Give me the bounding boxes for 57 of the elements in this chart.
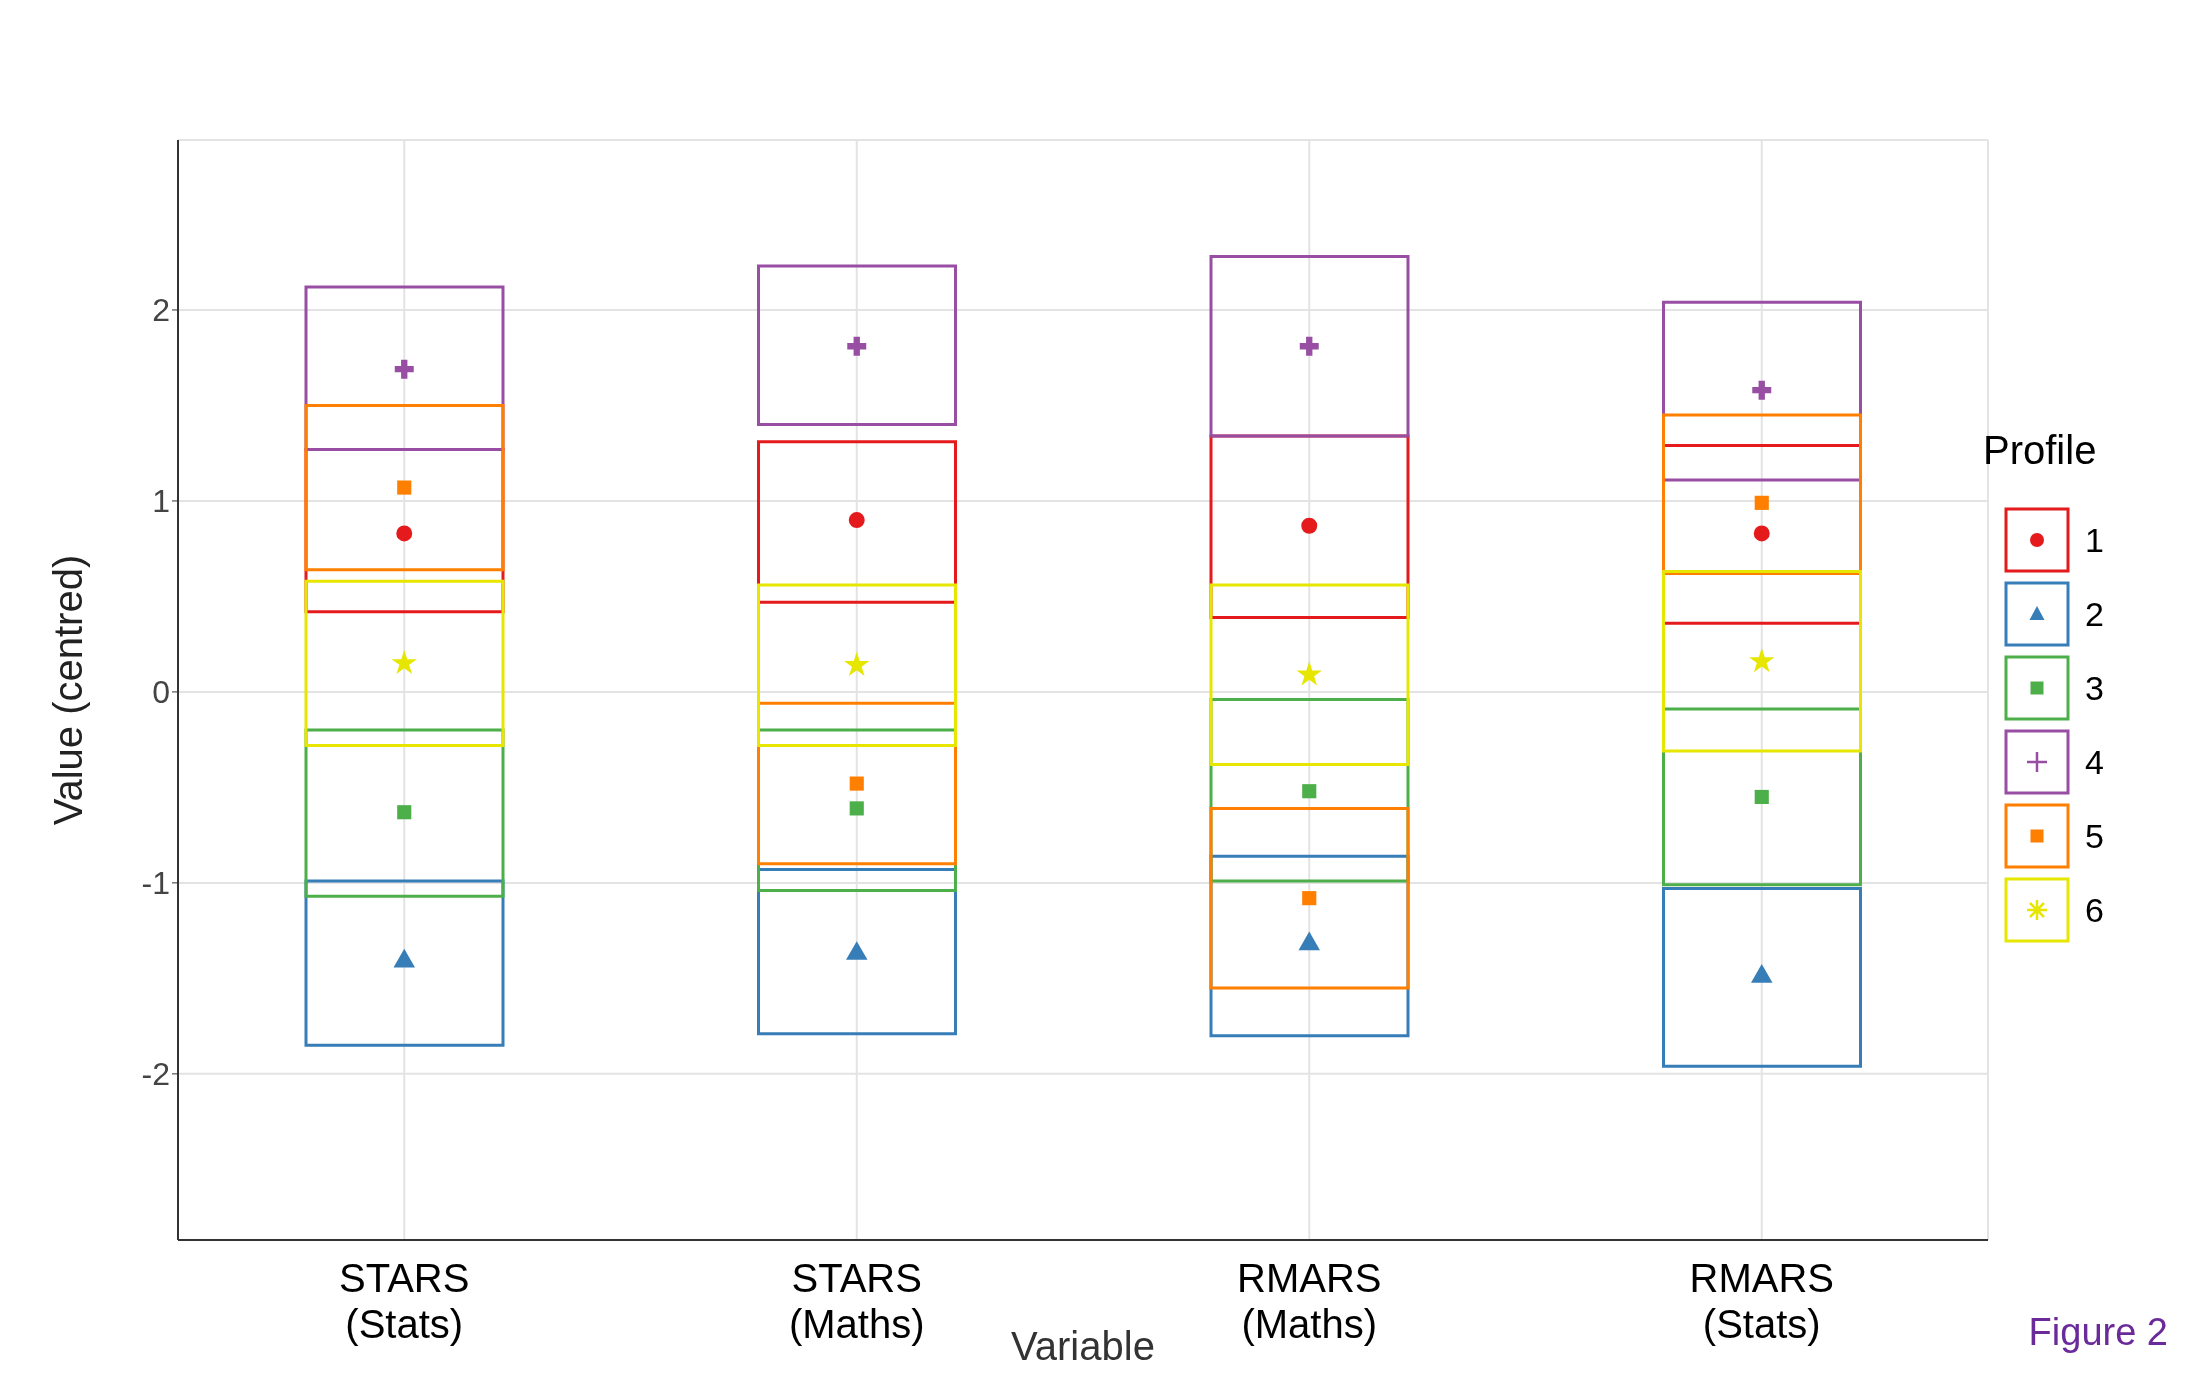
bar bbox=[304, 579, 505, 747]
point bbox=[393, 948, 415, 968]
x-tick-label: RMARS (Maths) bbox=[1237, 1256, 1382, 1346]
point bbox=[1296, 661, 1322, 686]
point bbox=[391, 649, 417, 675]
legend-label: 1 bbox=[2085, 520, 2104, 560]
legend-label: 5 bbox=[2085, 816, 2104, 856]
bar bbox=[304, 879, 505, 1047]
caption: Figure 2 bbox=[2028, 1311, 2168, 1354]
x-tick-label: STARS (Stats) bbox=[339, 1256, 470, 1346]
point bbox=[1753, 525, 1770, 542]
point bbox=[396, 525, 413, 542]
y-axis-title: Value (centred) bbox=[46, 554, 91, 826]
bar bbox=[304, 728, 505, 898]
point bbox=[1752, 380, 1772, 400]
bar bbox=[1662, 887, 1862, 1068]
y-tick-label: 0 bbox=[152, 674, 170, 711]
legend-label: 4 bbox=[2085, 742, 2104, 782]
point bbox=[844, 651, 870, 676]
legend-label: 2 bbox=[2085, 594, 2104, 634]
point bbox=[394, 359, 414, 379]
legend-title: Profile bbox=[1983, 428, 2098, 473]
legend-label: 6 bbox=[2085, 890, 2104, 930]
point bbox=[1754, 789, 1769, 805]
point bbox=[1301, 517, 1318, 534]
bar bbox=[757, 440, 957, 604]
point bbox=[1298, 931, 1320, 951]
bar bbox=[1662, 413, 1862, 576]
point bbox=[849, 776, 864, 791]
bar bbox=[1209, 806, 1410, 990]
y-tick-label: -1 bbox=[141, 865, 170, 902]
bar bbox=[1209, 254, 1410, 438]
point bbox=[1302, 784, 1317, 799]
point bbox=[849, 801, 864, 816]
x-tick-label: STARS (Maths) bbox=[788, 1256, 925, 1346]
x-axis-title: Variable bbox=[1011, 1324, 1155, 1368]
point bbox=[848, 512, 865, 528]
y-tick-label: -2 bbox=[141, 1056, 170, 1093]
bar bbox=[304, 403, 505, 572]
point bbox=[1751, 964, 1773, 983]
bar bbox=[757, 264, 957, 427]
bar bbox=[1662, 570, 1862, 753]
point bbox=[1749, 648, 1775, 673]
point bbox=[847, 336, 867, 356]
bar bbox=[757, 583, 957, 747]
bar bbox=[757, 868, 957, 1036]
point bbox=[1299, 336, 1319, 356]
bar bbox=[1209, 583, 1410, 766]
y-tick-label: 2 bbox=[152, 292, 170, 329]
y-tick-label: 1 bbox=[152, 483, 170, 520]
point bbox=[397, 805, 412, 820]
point bbox=[1754, 495, 1769, 510]
point bbox=[1302, 891, 1317, 906]
legend-label: 3 bbox=[2085, 668, 2104, 708]
x-tick-label: RMARS (Stats) bbox=[1689, 1256, 1834, 1346]
point bbox=[846, 941, 868, 960]
point bbox=[397, 480, 412, 495]
